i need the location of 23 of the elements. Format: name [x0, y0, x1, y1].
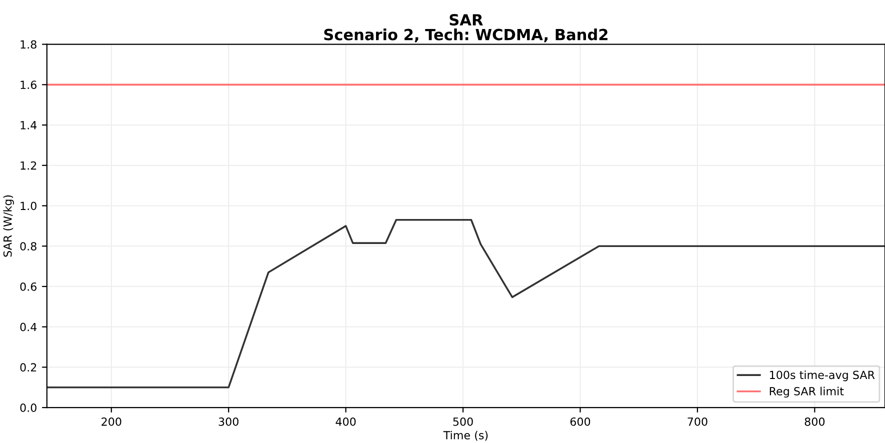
x-tick-label: 800: [804, 417, 825, 426]
x-tick-label: 300: [218, 417, 238, 426]
y-tick-label: 1.8: [20, 40, 36, 49]
y-tick-label: 0.6: [20, 282, 36, 291]
y-axis-title: SAR (W/kg): [3, 195, 14, 257]
legend-label: Reg SAR limit: [770, 386, 844, 398]
y-tick-label: 1.2: [20, 161, 36, 170]
x-tick-label: 500: [453, 417, 473, 426]
x-tick-label: 700: [688, 417, 708, 426]
y-tick-label: 0.4: [20, 322, 37, 332]
x-axis-title: Time (s): [443, 430, 488, 441]
y-tick-label: 0.2: [20, 363, 36, 372]
y-tick-label: 0.0: [20, 404, 36, 412]
y-tick-label: 1.4: [20, 121, 37, 130]
y-tick-label: 1.0: [20, 202, 36, 210]
x-tick-label: 200: [102, 417, 122, 426]
y-tick-label: 0.8: [20, 242, 36, 250]
legend-label: 100s time-avg SAR: [770, 370, 875, 382]
line-series: [46, 218, 885, 388]
y-tick-label: 1.6: [20, 80, 36, 90]
x-tick-label: 600: [570, 417, 590, 426]
chart-title: SAR Scenario 2, Tech: WCDMA, Band2: [324, 14, 608, 42]
x-tick-label: 400: [336, 417, 356, 426]
